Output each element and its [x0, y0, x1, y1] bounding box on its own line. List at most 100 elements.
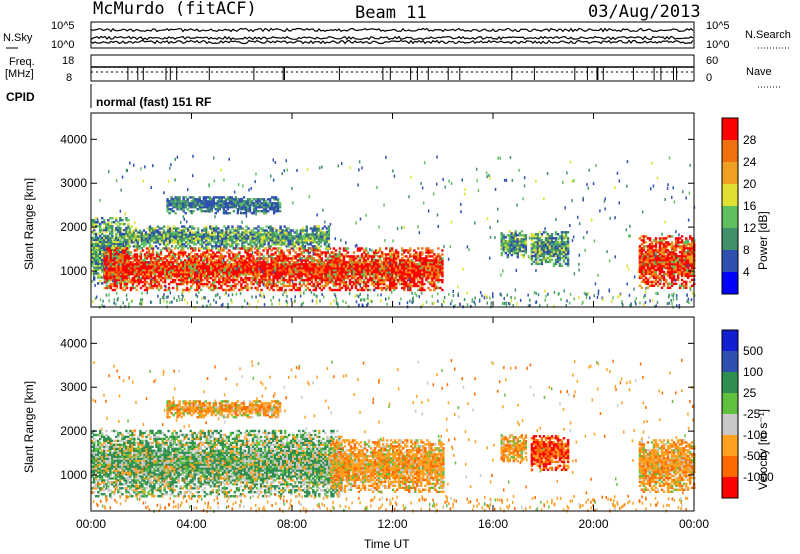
power-cell [117, 242, 120, 246]
power-cell [228, 267, 231, 270]
power-cell [270, 257, 273, 260]
power-cell [105, 244, 108, 248]
power-cell [273, 237, 276, 240]
power-cell [266, 284, 269, 288]
power-cell [173, 265, 177, 268]
power-cell [207, 247, 210, 250]
power-cell [178, 239, 182, 242]
power-cell [153, 280, 157, 284]
power-cell [246, 278, 249, 282]
power-cell [232, 255, 235, 258]
power-cell [393, 288, 396, 292]
power-cell [186, 263, 189, 266]
power-cell [201, 235, 204, 238]
power-cell [139, 251, 143, 254]
power-cell [219, 229, 222, 232]
power-cell [235, 227, 238, 230]
power-cell [187, 227, 190, 230]
power-cell [385, 257, 388, 260]
power-cell [167, 265, 171, 268]
power-cell [285, 231, 288, 234]
power-cell [389, 249, 392, 252]
power-cell [143, 269, 147, 272]
power-cell [387, 267, 390, 270]
power-cell [201, 245, 204, 248]
power-cell [288, 275, 291, 278]
power-cell [272, 247, 275, 250]
power-cell [383, 286, 386, 290]
power-cell [326, 251, 330, 254]
power-cell [99, 226, 102, 230]
power-cell [232, 267, 235, 270]
power-cell [223, 233, 226, 236]
power-cell [403, 251, 406, 254]
power-cell [195, 231, 198, 234]
power-cell [228, 257, 231, 260]
power-cell [403, 286, 406, 290]
power-cell [380, 278, 384, 282]
power-cell [352, 276, 356, 280]
power-cell [276, 267, 279, 270]
power-cell [437, 253, 440, 256]
power-cell [205, 241, 208, 244]
power-cell [145, 251, 149, 254]
power-cell [129, 257, 133, 260]
power-cell [105, 273, 108, 276]
power-cell [256, 276, 259, 280]
power-cell [135, 265, 139, 268]
power-cell [376, 284, 380, 288]
power-cell [113, 280, 116, 284]
power-cell [360, 280, 364, 284]
power-cell [182, 267, 185, 270]
power-cell [245, 229, 248, 232]
power-cell [99, 246, 102, 249]
power-cell [264, 282, 267, 286]
power-cell [276, 276, 279, 280]
power-cell [378, 286, 382, 290]
power-cell [276, 275, 279, 278]
power-cell [338, 263, 342, 266]
power-cell [401, 280, 404, 284]
power-cell [429, 249, 432, 252]
power-cell [173, 247, 177, 250]
power-cell [344, 255, 348, 258]
power-cell [121, 240, 124, 244]
power-cell [439, 271, 442, 274]
power-cell [352, 259, 356, 262]
power-cell [364, 247, 368, 250]
power-cell [121, 271, 125, 274]
power-cell [176, 239, 180, 242]
power-cell [288, 276, 291, 280]
power-cell [224, 261, 227, 264]
power-cell [310, 267, 313, 270]
power-cell [364, 253, 368, 256]
power-cell [415, 284, 418, 288]
power-cell [179, 263, 183, 266]
power-cell [298, 273, 301, 276]
power-cell [316, 284, 319, 288]
power-cell [393, 255, 396, 258]
power-cell [310, 259, 313, 262]
power-cell [247, 227, 250, 230]
power-cell [280, 282, 283, 286]
power-cell [205, 239, 208, 242]
power-cell [330, 263, 334, 266]
power-cell [198, 286, 201, 290]
power-cell [186, 278, 189, 282]
power-cell [259, 237, 262, 240]
power-cell [221, 229, 224, 232]
power-cell [374, 267, 378, 270]
power-cell [346, 265, 350, 268]
power-cell [372, 265, 376, 268]
power-cell [139, 269, 143, 272]
power-cell [216, 255, 219, 258]
power-cell [318, 257, 321, 260]
power-cell [272, 253, 275, 256]
power-cell [148, 227, 152, 230]
power-cell [332, 280, 336, 284]
power-cell [425, 273, 428, 276]
power-cell [128, 231, 132, 234]
power-cell [111, 217, 114, 220]
power-cell [103, 238, 106, 242]
power-cell [256, 259, 259, 262]
